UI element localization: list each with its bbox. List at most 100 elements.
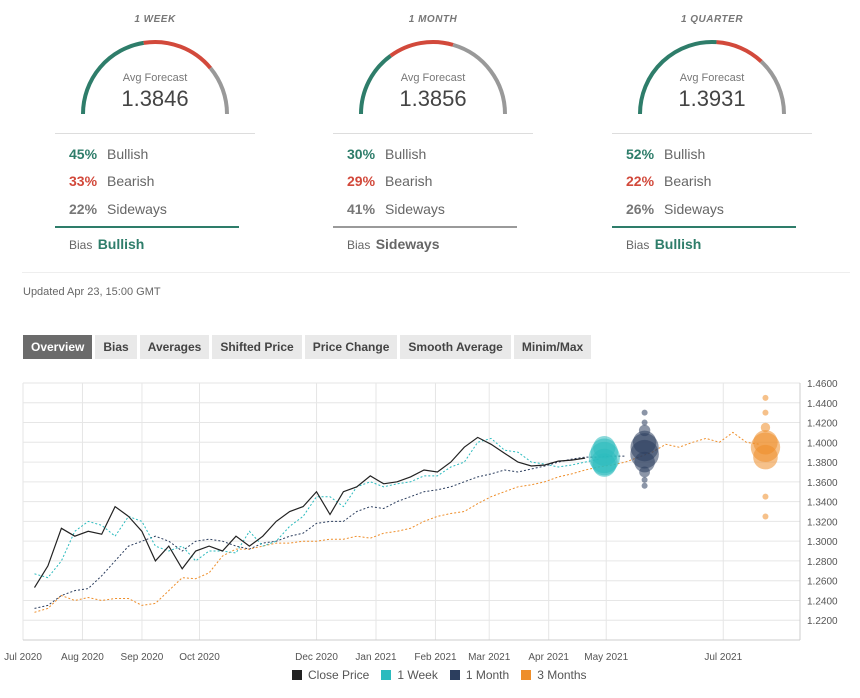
forecast-bubble-3-months — [762, 493, 769, 500]
x-tick-label: Jul 2021 — [704, 652, 742, 663]
forecast-bubble-1-month — [639, 466, 650, 478]
forecast-bubble-1-month — [641, 482, 648, 489]
forecast-bubble-3-months — [760, 422, 771, 433]
bearish-arc-segment — [389, 40, 454, 58]
updated-timestamp: Updated Apr 23, 15:00 GMT — [23, 286, 161, 298]
forecast-bubble-3-months — [753, 444, 778, 470]
bullish-arc-segment — [81, 40, 145, 115]
y-tick-label: 1.2600 — [807, 577, 838, 588]
sideways-arc-segment — [452, 42, 507, 115]
bearish-pct: 22% — [626, 173, 655, 189]
forecast-bubble-1-month — [641, 409, 648, 416]
legend-item-close-price[interactable]: Close Price — [292, 668, 369, 682]
sideways-label: Sideways — [107, 201, 167, 217]
y-tick-label: 1.3400 — [807, 498, 838, 509]
y-tick-label: 1.3200 — [807, 517, 838, 528]
bias-label: Bias — [626, 238, 650, 252]
bearish-pct: 29% — [347, 173, 376, 189]
gauge-period-title: 1 WEEK — [134, 14, 176, 25]
chart-tabs: Overview Bias Averages Shifted Price Price C… — [23, 335, 594, 359]
y-tick-label: 1.4600 — [807, 379, 838, 390]
legend-item-3-months[interactable]: 3 Months — [521, 668, 587, 682]
gauge-rule — [55, 133, 255, 134]
x-tick-label: Jan 2021 — [355, 652, 397, 663]
forecast-bubble-1-month — [641, 476, 648, 483]
series-line-close-price — [33, 436, 586, 588]
tab-price-change[interactable]: Price Change — [304, 335, 398, 359]
y-tick-label: 1.3800 — [807, 458, 838, 469]
gauge-arc — [638, 40, 786, 115]
y-tick-label: 1.4000 — [807, 438, 838, 449]
forecast-bubble-3-months — [762, 409, 769, 416]
bearish-label: Bearish — [385, 173, 433, 189]
gauge-arc — [359, 40, 507, 115]
bullish-label: Bullish — [107, 146, 149, 162]
forecast-bubble-3-months — [762, 394, 769, 401]
tab-shifted-price[interactable]: Shifted Price — [212, 335, 302, 359]
legend-label: Close Price — [308, 668, 370, 682]
legend-label: 1 Month — [465, 668, 510, 682]
bias-value: Sideways — [375, 236, 440, 252]
tab-overview[interactable]: Overview — [23, 335, 93, 359]
chart-legend: Close Price 1 Week 1 Month 3 Months — [292, 668, 599, 682]
y-tick-label: 1.2800 — [807, 557, 838, 568]
y-tick-label: 1.3000 — [807, 537, 838, 548]
bearish-row: 33% Bearish — [69, 173, 154, 189]
x-tick-label: Dec 2020 — [295, 652, 338, 663]
avg-forecast-value: 1.3931 — [678, 86, 746, 111]
x-tick-label: Apr 2021 — [528, 652, 569, 663]
bearish-arc-segment — [143, 40, 213, 70]
bullish-pct: 30% — [347, 146, 376, 162]
sideways-label: Sideways — [664, 201, 724, 217]
x-tick-label: Aug 2020 — [61, 652, 104, 663]
x-tick-label: Oct 2020 — [179, 652, 220, 663]
sideways-arc-segment — [208, 66, 229, 115]
y-tick-label: 1.4400 — [807, 399, 838, 410]
legend-item-1-week[interactable]: 1 Week — [381, 668, 438, 682]
bias-value: Bullish — [97, 236, 145, 252]
legend-item-1-month[interactable]: 1 Month — [449, 668, 510, 682]
legend-label: 3 Months — [537, 668, 587, 682]
x-tick-label: May 2021 — [584, 652, 628, 663]
bias-label: Bias — [347, 238, 371, 252]
x-tick-label: Sep 2020 — [121, 652, 164, 663]
bias-row: Bias Bullish — [626, 236, 701, 252]
bullish-label: Bullish — [664, 146, 706, 162]
bearish-row: 22% Bearish — [626, 173, 711, 189]
bullish-arc-segment — [638, 40, 717, 115]
gauge-rule — [333, 133, 533, 134]
bullish-row: 45% Bullish — [69, 146, 148, 162]
bullish-pct: 52% — [626, 146, 655, 162]
section-divider — [22, 272, 850, 273]
sideways-pct: 26% — [626, 201, 655, 217]
legend-swatch — [449, 670, 460, 680]
bias-value: Bullish — [654, 236, 702, 252]
forecast-chart: 1.4600 1.4400 1.4200 1.4000 1.3800 1.3600 1.34… — [4, 379, 838, 663]
bullish-row: 30% Bullish — [347, 146, 426, 162]
tab-minim-max[interactable]: Minim/Max — [513, 335, 592, 359]
bullish-row: 52% Bullish — [626, 146, 705, 162]
legend-label: 1 Week — [397, 668, 438, 682]
bearish-row: 29% Bearish — [347, 173, 432, 189]
gauge-period-title: 1 QUARTER — [680, 14, 744, 25]
series-line-1-month — [34, 455, 626, 609]
legend-swatch — [292, 670, 302, 680]
forecast-bubble-1-month — [634, 451, 655, 473]
bullish-label: Bullish — [385, 146, 427, 162]
bias-row: Bias Bullish — [69, 236, 144, 252]
legend-swatch — [521, 670, 532, 680]
sideways-row: 22% Sideways — [69, 201, 167, 217]
gauge-period-title: 1 MONTH — [408, 14, 458, 25]
tab-smooth-average[interactable]: Smooth Average — [400, 335, 511, 359]
tab-averages[interactable]: Averages — [139, 335, 210, 359]
tab-bias[interactable]: Bias — [95, 335, 137, 359]
avg-forecast-value: 1.3856 — [399, 86, 467, 111]
forecast-bubble-1-month — [641, 419, 648, 426]
sideways-pct: 41% — [347, 201, 376, 217]
y-tick-label: 1.2400 — [807, 596, 838, 607]
sideways-pct: 22% — [69, 201, 98, 217]
x-tick-label: Jul 2020 — [4, 652, 42, 663]
avg-forecast-label: Avg Forecast — [400, 72, 466, 84]
sideways-row: 41% Sideways — [347, 201, 445, 217]
y-tick-label: 1.3600 — [807, 478, 838, 489]
